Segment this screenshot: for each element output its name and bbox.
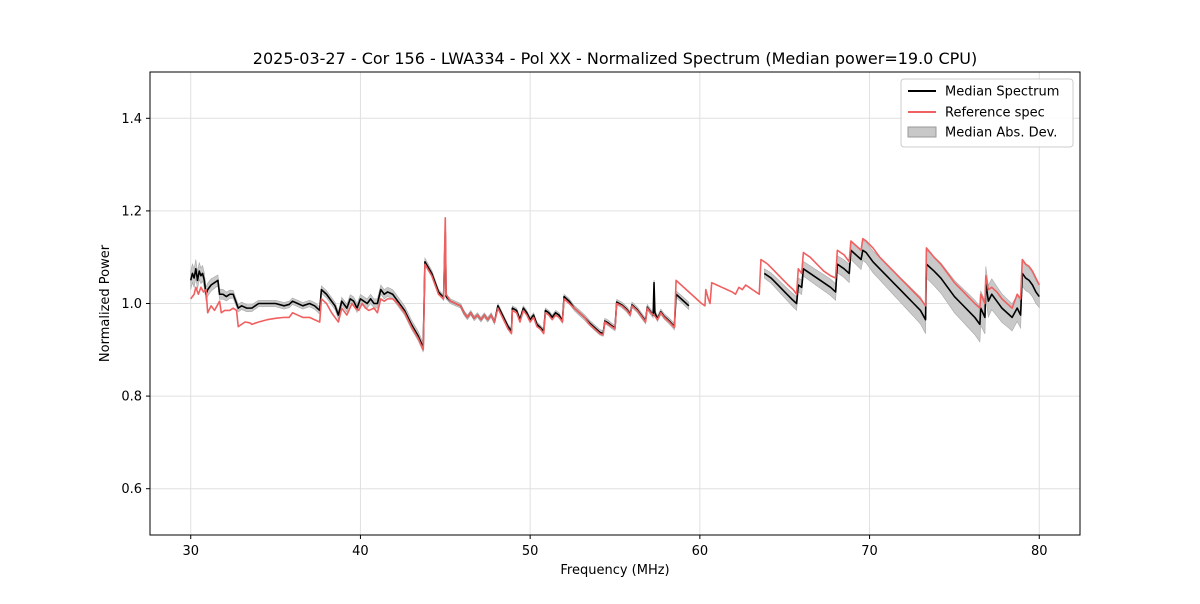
y-tick-label: 1.4	[121, 112, 142, 127]
x-tick-label: 30	[182, 544, 199, 559]
legend-label-mad: Median Abs. Dev.	[945, 126, 1057, 141]
legend-swatch-mad	[907, 126, 937, 138]
x-tick-label: 40	[352, 544, 369, 559]
y-axis-label: Normalized Power	[98, 244, 113, 362]
x-tick-label: 70	[861, 544, 878, 559]
median-spectrum-line	[763, 249, 1040, 326]
y-tick-label: 1.0	[121, 297, 142, 312]
y-tick-label: 0.6	[121, 482, 142, 497]
plot-data	[189, 217, 1040, 353]
x-tick-label: 60	[692, 544, 709, 559]
x-tick-label: 80	[1031, 544, 1048, 559]
y-tick-label: 0.8	[121, 390, 142, 405]
y-tick-label: 1.2	[121, 204, 142, 219]
legend-box	[900, 78, 1074, 148]
legend-label-median: Median Spectrum	[945, 85, 1059, 100]
reference-spectrum-line	[190, 217, 1040, 351]
x-axis-label: Frequency (MHz)	[560, 563, 669, 578]
legend-label-reference: Reference spec	[945, 106, 1045, 121]
chart-title: 2025-03-27 - Cor 156 - LWA334 - Pol XX -…	[253, 49, 977, 68]
x-tick-label: 50	[522, 544, 539, 559]
legend: Median Spectrum Reference spec Median Ab…	[900, 78, 1074, 148]
mad-band	[190, 229, 690, 353]
axis-ticks: 30 40 50 60 70 80 0.6 0.8 1.0 1.2 1.4	[121, 112, 1047, 559]
